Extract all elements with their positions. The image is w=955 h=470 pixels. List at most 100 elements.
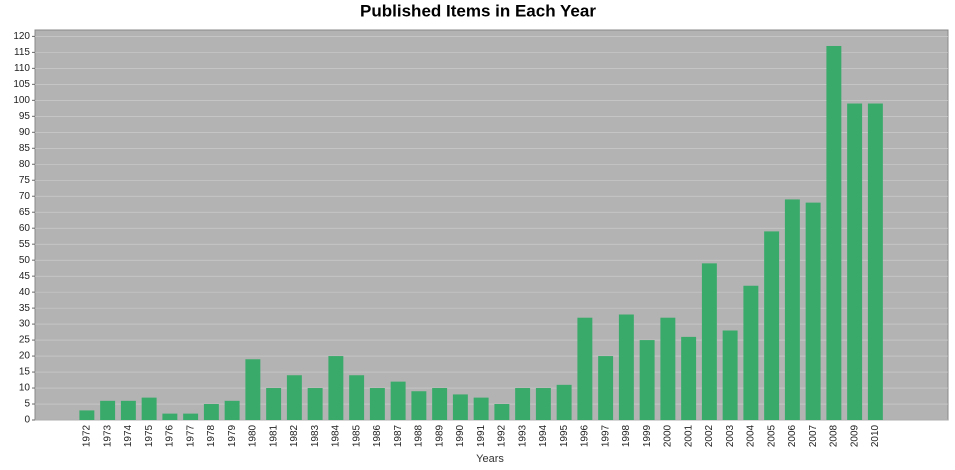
bar [100, 400, 116, 420]
bar [681, 336, 697, 420]
x-tick-label: 1998 [621, 424, 632, 447]
bar [183, 413, 199, 420]
x-tick-label: 2010 [870, 424, 881, 447]
bar [826, 45, 842, 420]
x-tick-label: 1994 [538, 424, 549, 447]
y-tick-label: 95 [19, 111, 31, 122]
x-tick-label: 1992 [497, 424, 508, 447]
bar [515, 388, 531, 420]
x-tick-label: 1976 [165, 424, 176, 447]
bar [286, 375, 302, 420]
x-tick-label: 1985 [351, 424, 362, 447]
bar [369, 388, 385, 420]
y-tick-label: 105 [13, 79, 30, 90]
x-tick-label: 1972 [82, 424, 93, 447]
bar [764, 231, 780, 420]
bar [245, 359, 261, 420]
y-tick-label: 115 [14, 47, 30, 58]
y-tick-label: 40 [19, 287, 31, 298]
bar [328, 356, 344, 420]
bar [867, 103, 883, 420]
bar [224, 400, 240, 420]
x-tick-label: 2006 [787, 424, 798, 447]
bar [618, 314, 634, 420]
y-tick-label: 5 [24, 399, 30, 410]
bar [639, 340, 655, 420]
x-tick-label: 1988 [414, 424, 425, 447]
x-tick-label: 2004 [746, 424, 757, 447]
bar [494, 404, 510, 420]
bar [743, 285, 759, 420]
bar [452, 394, 468, 420]
y-tick-label: 110 [14, 63, 30, 74]
y-tick-label: 65 [19, 207, 31, 218]
y-tick-label: 75 [19, 175, 31, 186]
x-tick-label: 1986 [372, 424, 383, 447]
x-tick-label: 1984 [331, 424, 342, 447]
bar [141, 397, 157, 420]
x-tick-label: 2008 [829, 424, 840, 447]
y-tick-label: 85 [19, 143, 31, 154]
bar [701, 263, 717, 420]
y-tick-label: 10 [19, 383, 31, 394]
bar [79, 410, 95, 420]
x-tick-label: 1975 [144, 424, 155, 447]
x-tick-label: 1981 [268, 424, 279, 447]
bar [805, 202, 821, 420]
x-tick-label: 1989 [434, 424, 445, 447]
bar [432, 388, 448, 420]
bar [556, 384, 572, 420]
x-tick-label: 2002 [704, 424, 715, 447]
y-tick-label: 55 [19, 239, 31, 250]
bar [162, 413, 178, 420]
x-tick-label: 1978 [206, 424, 217, 447]
x-tick-label: 1983 [310, 424, 321, 447]
y-tick-label: 20 [19, 351, 31, 362]
bar [307, 388, 323, 420]
x-tick-label: 1977 [185, 424, 196, 447]
x-tick-label: 1990 [455, 424, 466, 447]
x-tick-label: 1980 [248, 424, 259, 447]
bar [390, 381, 406, 420]
x-tick-label: 2009 [849, 424, 860, 447]
y-tick-label: 50 [19, 255, 31, 266]
x-tick-label: 1997 [600, 424, 611, 447]
x-tick-label: 1996 [580, 424, 591, 447]
x-tick-label: 1979 [227, 424, 238, 447]
bar [203, 404, 219, 420]
bar [598, 356, 614, 420]
bar [784, 199, 800, 420]
y-tick-label: 35 [19, 303, 31, 314]
x-tick-label: 1982 [289, 424, 300, 447]
y-tick-label: 25 [19, 335, 31, 346]
bar [847, 103, 863, 420]
y-tick-label: 80 [19, 159, 31, 170]
bar [411, 391, 427, 420]
x-tick-label: 2003 [725, 424, 736, 447]
y-tick-label: 15 [19, 367, 31, 378]
y-tick-label: 120 [13, 31, 30, 42]
y-tick-label: 0 [24, 415, 30, 426]
bar [473, 397, 489, 420]
x-tick-label: 2007 [808, 424, 819, 447]
x-axis-label: Years [476, 453, 504, 465]
y-tick-label: 90 [19, 127, 31, 138]
x-tick-label: 1991 [476, 424, 487, 447]
x-tick-label: 1995 [559, 424, 570, 447]
y-tick-label: 100 [13, 95, 30, 106]
bar [577, 317, 593, 420]
y-tick-label: 60 [19, 223, 31, 234]
y-tick-label: 30 [19, 319, 31, 330]
x-tick-label: 1973 [102, 424, 113, 447]
y-tick-label: 45 [19, 271, 31, 282]
x-tick-label: 1987 [393, 424, 404, 447]
x-tick-label: 1974 [123, 424, 134, 447]
bar [120, 400, 136, 420]
bar [535, 388, 551, 420]
bar [722, 330, 738, 420]
x-tick-label: 2001 [683, 424, 694, 447]
x-tick-label: 2000 [663, 424, 674, 447]
x-tick-label: 1999 [642, 424, 653, 447]
chart-title: Published Items in Each Year [360, 1, 596, 20]
